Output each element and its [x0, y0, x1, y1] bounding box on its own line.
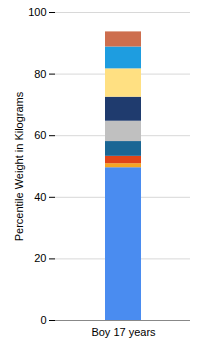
svg-text:60: 60	[34, 129, 46, 141]
svg-text:0: 0	[40, 314, 46, 326]
svg-text:100: 100	[28, 6, 46, 18]
svg-text:40: 40	[34, 191, 46, 203]
svg-text:Percentile Weight in Kilograms: Percentile Weight in Kilograms	[13, 91, 25, 241]
svg-text:Boy 17 years: Boy 17 years	[91, 326, 156, 338]
svg-text:80: 80	[34, 68, 46, 80]
svg-text:20: 20	[34, 252, 46, 264]
